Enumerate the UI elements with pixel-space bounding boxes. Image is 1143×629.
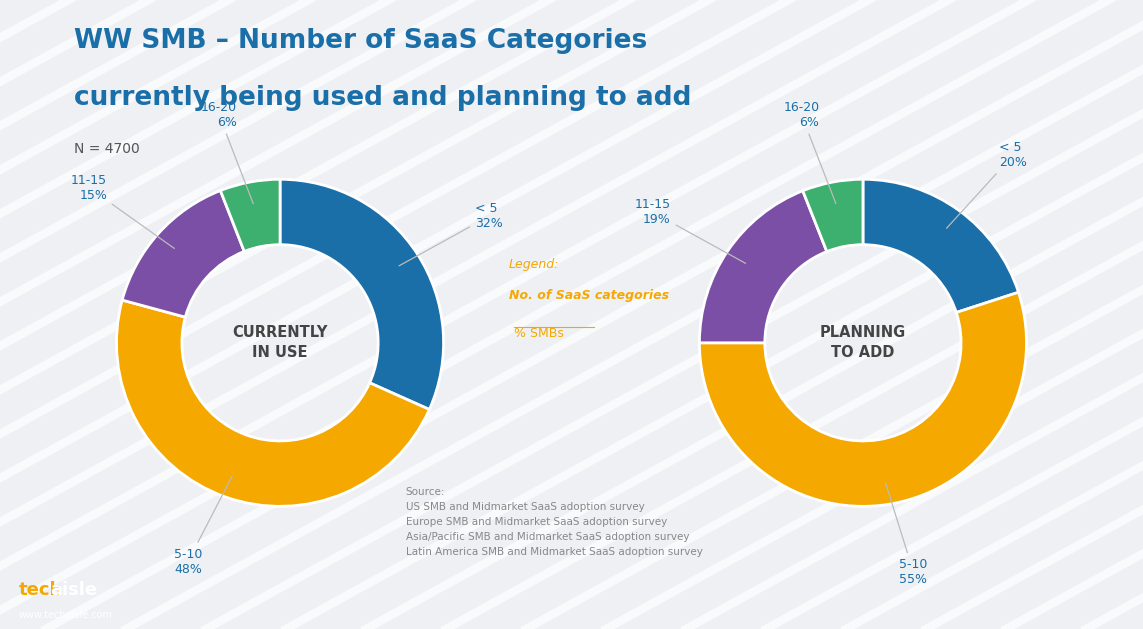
- Text: currently being used and planning to add: currently being used and planning to add: [74, 85, 692, 111]
- Wedge shape: [221, 179, 280, 252]
- Text: 5-10
48%: 5-10 48%: [174, 476, 232, 576]
- Text: tech: tech: [18, 581, 63, 599]
- Text: 11-15
15%: 11-15 15%: [71, 174, 174, 248]
- Text: WW SMB – Number of SaaS Categories: WW SMB – Number of SaaS Categories: [74, 28, 648, 54]
- Text: N = 4700: N = 4700: [74, 142, 141, 155]
- Text: < 5
32%: < 5 32%: [399, 203, 503, 266]
- Text: aisle: aisle: [50, 581, 97, 599]
- Text: www.techaisle.com: www.techaisle.com: [18, 610, 113, 620]
- Text: PLANNING
TO ADD: PLANNING TO ADD: [820, 325, 906, 360]
- Text: 16-20
6%: 16-20 6%: [201, 101, 254, 204]
- Text: 16-20
6%: 16-20 6%: [783, 101, 836, 204]
- Text: % SMBs: % SMBs: [514, 327, 565, 340]
- Wedge shape: [280, 179, 443, 409]
- Wedge shape: [863, 179, 1018, 313]
- Wedge shape: [802, 179, 863, 252]
- Text: CURRENTLY
IN USE: CURRENTLY IN USE: [232, 325, 328, 360]
- Text: < 5
20%: < 5 20%: [946, 141, 1028, 228]
- Wedge shape: [117, 300, 430, 506]
- Text: Legend:: Legend:: [509, 258, 559, 271]
- Wedge shape: [700, 191, 826, 343]
- Wedge shape: [122, 191, 245, 317]
- Text: No. of SaaS categories: No. of SaaS categories: [509, 289, 669, 303]
- Wedge shape: [700, 292, 1026, 506]
- Text: 11-15
19%: 11-15 19%: [634, 198, 745, 264]
- Text: Source:
US SMB and Midmarket SaaS adoption survey
Europe SMB and Midmarket SaaS : Source: US SMB and Midmarket SaaS adopti…: [406, 487, 703, 557]
- Text: 5-10
55%: 5-10 55%: [886, 483, 928, 586]
